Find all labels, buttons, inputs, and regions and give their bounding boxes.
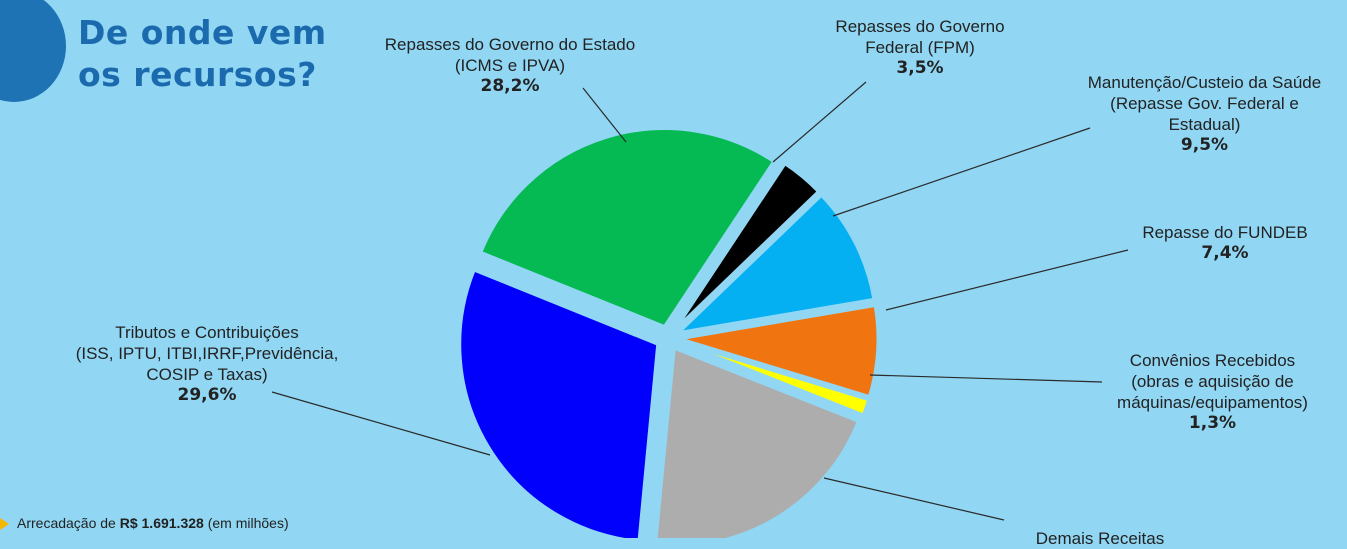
slice-label-text: Federal (FPM): [865, 38, 975, 57]
pie-chart: [271, 81, 1129, 538]
leader-line-2: [772, 81, 867, 163]
slice-label-5: Convênios Recebidos (obras e aquisição de…: [1080, 350, 1345, 434]
slice-label-text: máquinas/equipamentos): [1117, 393, 1308, 412]
slice-label-text: (ICMS e IPVA): [454, 56, 566, 75]
slice-label-text: Repasses do Governo do Estado: [384, 35, 636, 54]
slice-label-text: Demais Receitas: [1035, 529, 1165, 548]
pie-slice-3: [674, 193, 876, 335]
leader-line-5: [869, 374, 1103, 383]
slice-label-text: Estadual): [1168, 115, 1241, 134]
leader-line-4: [885, 249, 1129, 311]
pie-slice-2: [674, 161, 821, 330]
slice-value-label: 9,5%: [1180, 135, 1229, 155]
pie-slice-5: [678, 340, 871, 417]
slice-label-text: Repasses do Governo: [835, 17, 1005, 36]
slice-label-text: (ISS, IPTU, ITBI,IRRF,Previdência,: [75, 344, 339, 363]
slice-label-text: Repasse do FUNDEB: [1142, 223, 1308, 242]
leader-line-6: [823, 477, 1005, 521]
footer-note: Arrecadação de R$ 1.691.328 (em milhões): [0, 515, 289, 531]
slice-label-text: COSIP e Taxas): [146, 365, 268, 384]
slice-value-label: 1,3%: [1188, 413, 1237, 433]
page-title: De onde vem os recursos?: [78, 12, 358, 96]
slice-label-1: Repasses do Governo do Estado (ICMS e IPV…: [360, 34, 660, 97]
footer-prefix: Arrecadação de: [17, 515, 116, 531]
slice-value-label: 29,6%: [177, 385, 237, 405]
pie-slice-7: [458, 268, 660, 538]
slice-label-text: Manutenção/Custeio da Saúde: [1087, 73, 1322, 92]
pie-slice-6: [654, 346, 861, 538]
pie-slice-1: [478, 127, 776, 329]
arrow-bullet-icon: [0, 518, 9, 531]
leader-line-3: [832, 127, 1091, 217]
slice-label-text: Tributos e Contribuições: [115, 323, 299, 342]
slice-label-text: Convênios Recebidos: [1129, 351, 1296, 370]
slice-label-6: Demais Receitas: [1000, 528, 1200, 549]
footer-suffix: (em milhões): [207, 515, 289, 531]
title-line-2: os recursos?: [78, 55, 317, 94]
slice-label-text: (obras e aquisição de: [1131, 372, 1294, 391]
slice-label-text: (Repasse Gov. Federal e: [1110, 94, 1299, 113]
pie-slice-4: [679, 303, 880, 399]
slice-label-7: Tributos e Contribuições (ISS, IPTU, ITBI…: [42, 322, 372, 406]
slice-value-label: 3,5%: [896, 58, 944, 78]
slice-label-2: Repasses do Governo Federal (FPM) 3,5%: [790, 16, 1050, 79]
title-line-1: De onde vem: [78, 13, 327, 52]
slice-value-label: 7,4%: [1201, 243, 1249, 263]
footer-amount: R$ 1.691.328: [119, 515, 204, 531]
leader-line-7: [271, 391, 491, 456]
slice-label-3: Manutenção/Custeio da Saúde (Repasse Gov.…: [1062, 72, 1347, 156]
slice-label-4: Repasse do FUNDEB 7,4%: [1110, 222, 1340, 264]
leader-line-1: [582, 87, 627, 143]
slice-value-label: 28,2%: [480, 76, 540, 96]
